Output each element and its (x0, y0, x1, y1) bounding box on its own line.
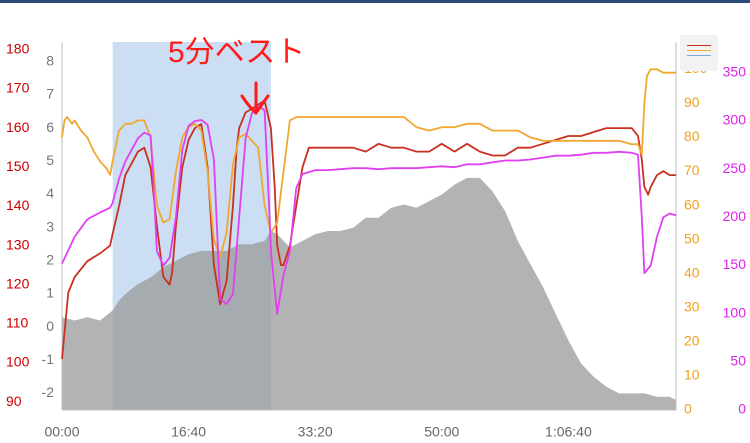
y-tick-label-orange: 40 (684, 264, 700, 280)
y-tick-label-magenta: 350 (723, 64, 747, 80)
y-tick-label-orange: 80 (684, 128, 700, 144)
area-series-gray (62, 177, 676, 410)
y-tick-label-orange: 0 (684, 401, 692, 417)
y-tick-label-red: 110 (6, 315, 29, 331)
x-tick-label: 1:06:40 (545, 424, 592, 440)
hand-drawn-down-arrow-icon (240, 81, 270, 115)
x-tick-label: 50:00 (424, 424, 459, 440)
y-tick-label-red: 90 (6, 393, 22, 409)
x-tick-label: 00:00 (44, 424, 79, 440)
y-tick-label-orange: 90 (684, 94, 700, 110)
y-tick-label-magenta: 200 (723, 208, 747, 224)
y-tick-label-orange: 30 (684, 298, 700, 314)
y-tick-label-magenta: 100 (723, 304, 747, 320)
y-tick-label-red: 180 (6, 41, 30, 57)
y-tick-label-red: 130 (6, 236, 30, 252)
series-line-magenta (61, 104, 677, 315)
x-tick-label: 16:40 (171, 424, 206, 440)
series-line-orange (61, 68, 676, 258)
y-tick-label-gray: 7 (46, 86, 54, 102)
series-line-red (61, 99, 676, 360)
y-tick-label-red: 100 (6, 354, 30, 370)
y-tick-label-orange: 60 (684, 196, 700, 212)
y-tick-label-red: 140 (6, 197, 30, 213)
y-tick-label-magenta: 0 (738, 401, 746, 417)
y-tick-label-red: 160 (6, 119, 30, 135)
y-tick-label-gray: 6 (46, 119, 54, 135)
window-top-bar (0, 0, 750, 3)
y-tick-label-orange: 10 (684, 367, 700, 383)
y-tick-label-gray: 3 (46, 218, 54, 234)
y-tick-label-magenta: 150 (723, 256, 747, 272)
annotation-text: 5分ベスト (168, 36, 305, 69)
legend-line-orange (687, 50, 711, 51)
y-tick-label-magenta: 250 (723, 160, 747, 176)
y-tick-label-magenta: 300 (723, 112, 747, 128)
y-tick-label-red: 120 (6, 275, 30, 291)
y-tick-label-gray: 4 (46, 185, 54, 201)
y-tick-label-orange: 50 (684, 230, 700, 246)
y-tick-label-gray: 5 (46, 152, 54, 168)
legend-toggle-button[interactable] (680, 35, 718, 71)
y-tick-label-gray: 1 (46, 285, 54, 301)
y-tick-label-gray: 2 (46, 252, 54, 268)
y-tick-label-orange: 70 (684, 162, 700, 178)
y-tick-label-gray: 0 (46, 318, 54, 334)
x-tick-label: 33:20 (298, 424, 333, 440)
y-tick-label-red: 150 (6, 158, 30, 174)
legend-line-red (687, 45, 711, 46)
y-tick-label-gray: -2 (42, 384, 55, 400)
y-tick-label-red: 170 (6, 80, 30, 96)
y-tick-label-gray: -1 (42, 351, 55, 367)
y-tick-label-gray: 8 (46, 53, 54, 69)
legend-line-blue (687, 55, 711, 56)
y-tick-label-magenta: 50 (730, 353, 746, 369)
y-tick-label-orange: 20 (684, 333, 700, 349)
